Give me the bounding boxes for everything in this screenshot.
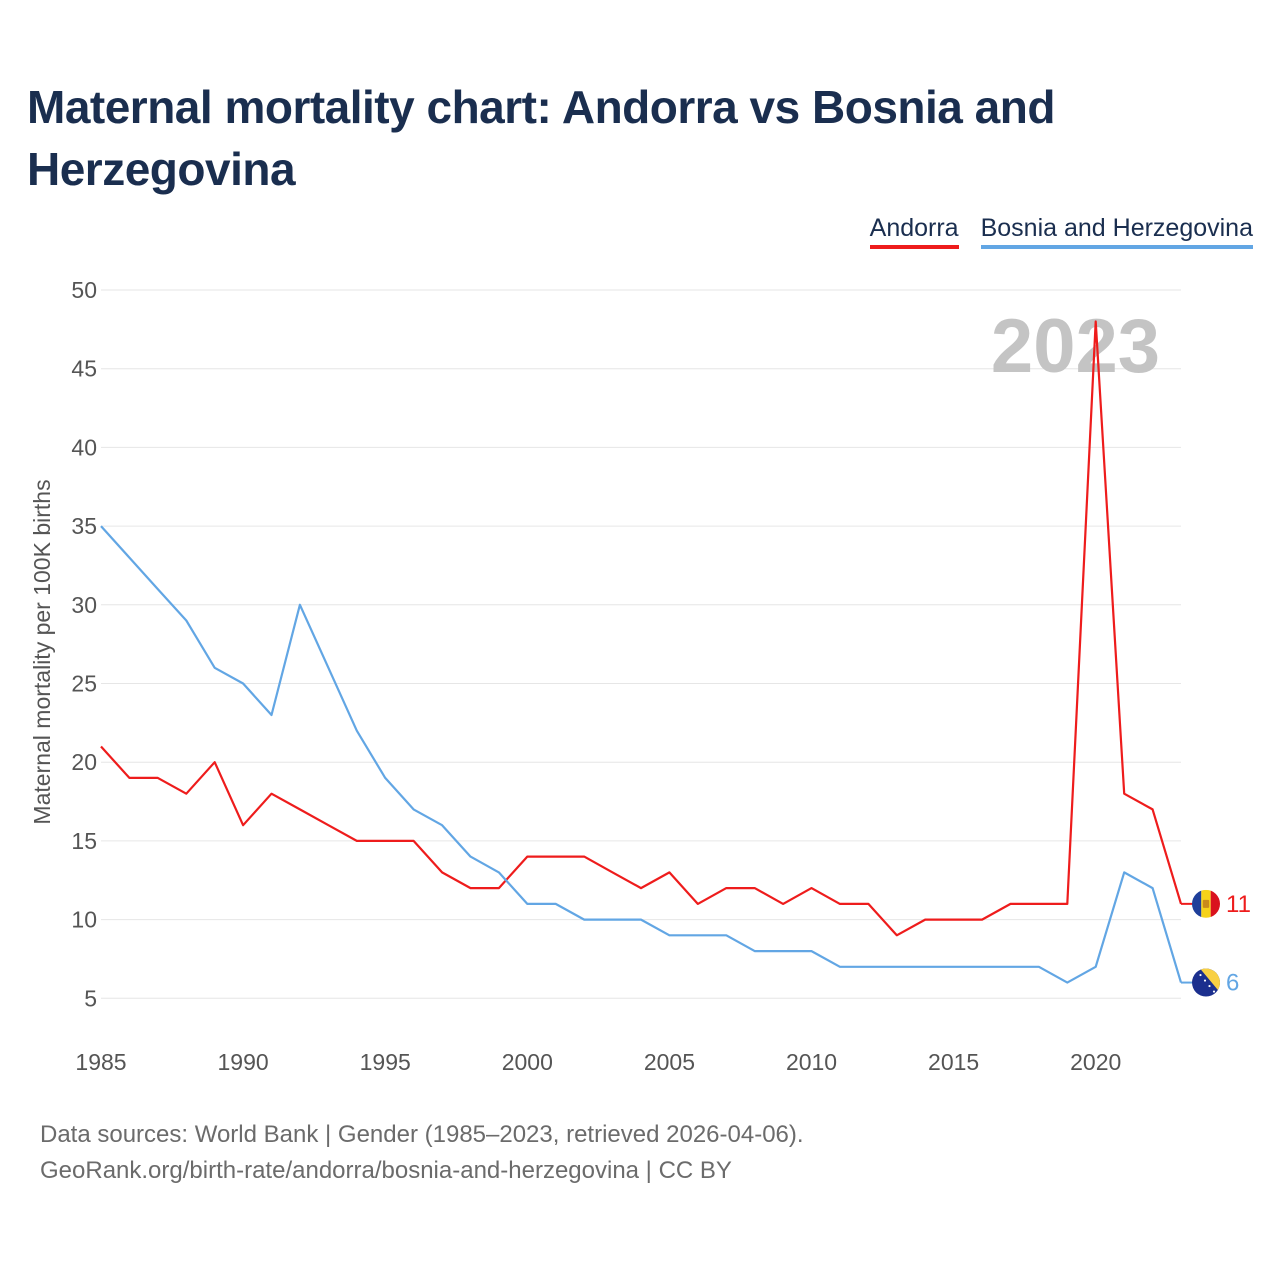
flag-icon-bosnia-and-herzegovina — [1192, 968, 1220, 997]
x-tick-label-2015: 2015 — [928, 1049, 979, 1075]
y-tick-label-5: 5 — [84, 985, 97, 1011]
series-line-andorra — [100, 320, 1183, 937]
end-markers: 11 6 — [1181, 889, 1251, 997]
y-tick-label-25: 25 — [71, 671, 97, 697]
x-tick-label-2020: 2020 — [1070, 1049, 1121, 1075]
y-tick-label-35: 35 — [71, 513, 97, 539]
grid-layer — [101, 289, 1181, 999]
x-tick-label-2010: 2010 — [786, 1049, 837, 1075]
tick-layer: 5 10 15 20 25 30 35 40 45 50 1985 1990 1995 2000 2005 2… — [71, 277, 1121, 1075]
x-tick-label-1990: 1990 — [218, 1049, 269, 1075]
flag-icon-andorra — [1192, 889, 1220, 918]
end-value-label-andorra: 11 — [1226, 891, 1251, 918]
legend-item-bosnia-and-herzegovina[interactable]: Bosnia and Herzegovina — [980, 214, 1253, 249]
year-watermark: 2023 — [991, 304, 1160, 389]
x-tick-label-2005: 2005 — [644, 1049, 695, 1075]
y-tick-label-30: 30 — [71, 592, 97, 618]
x-tick-label-2000: 2000 — [502, 1049, 553, 1075]
x-tick-label-1985: 1985 — [75, 1049, 126, 1075]
y-tick-label-40: 40 — [71, 434, 97, 460]
y-axis-label: Maternal mortality per 100K births — [29, 479, 55, 824]
legend-item-andorra[interactable]: Andorra — [869, 214, 959, 249]
y-tick-label-45: 45 — [71, 356, 97, 382]
y-tick-label-20: 20 — [71, 749, 97, 775]
footer-link[interactable]: GeoRank.org/birth-rate/andorra/bosnia-an… — [40, 1157, 732, 1184]
chart-title: Maternal mortality chart: Andorra vs Bos… — [27, 81, 1055, 195]
legend: Andorra Bosnia and Herzegovina — [869, 214, 1253, 249]
y-tick-label-15: 15 — [71, 828, 97, 854]
end-value-label-bosnia-and-herzegovina: 6 — [1226, 970, 1239, 997]
footer-source: Data sources: World Bank | Gender (1985–… — [40, 1121, 804, 1148]
x-tick-label-1995: 1995 — [360, 1049, 411, 1075]
y-tick-label-50: 50 — [71, 277, 97, 303]
line-chart: 2023 5 10 15 20 25 30 35 40 45 50 1985 1990 1995 2000… — [29, 277, 1251, 1075]
y-tick-label-10: 10 — [71, 907, 97, 933]
series-line-bosnia-and-herzegovina — [100, 525, 1183, 984]
footer: Data sources: World Bank | Gender (1985–… — [40, 1117, 804, 1189]
series-layer — [100, 320, 1183, 984]
